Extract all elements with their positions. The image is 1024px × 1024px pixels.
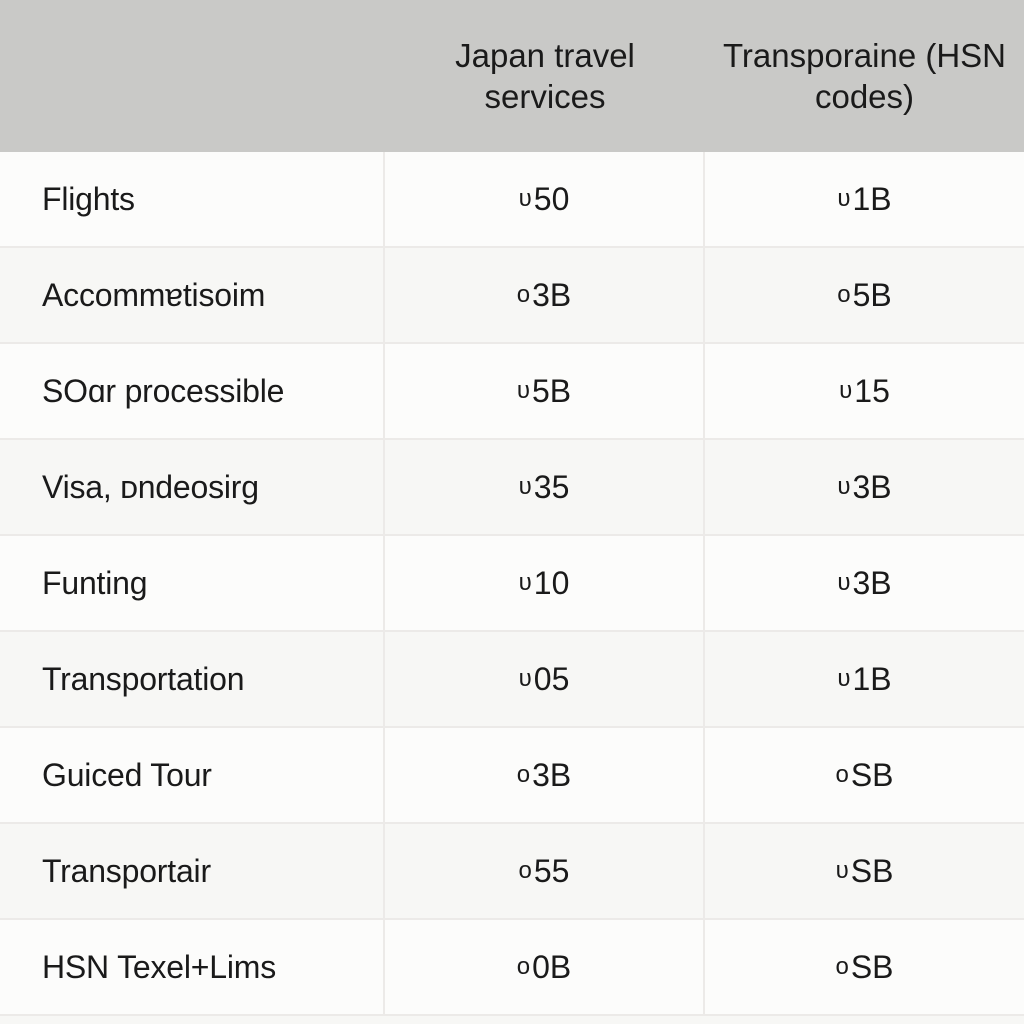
table-row: Transportation ᴜ05 ᴜ1B — [0, 632, 1024, 728]
code-prefix: ᴜ — [519, 665, 532, 693]
table-row: Flights ᴜ50 ᴜ1B — [0, 152, 1024, 248]
row-value-hsn: ᴜ1B — [705, 152, 1024, 248]
row-label: Visa, ᴅndeosirɡ — [0, 440, 385, 536]
row-value-japan: ᴜ10 — [385, 536, 705, 632]
code-prefix: ᴜ — [837, 185, 850, 213]
header-cell-empty — [0, 0, 385, 152]
row-value-hsn: ᴏSB — [705, 920, 1024, 1016]
services-table: Japan travel services Transporaine (HSN … — [0, 0, 1024, 1024]
row-value-japan: ᴜ35 — [385, 440, 705, 536]
table-row: Visa, ᴅndeosirɡ ᴜ35 ᴜ3B — [0, 440, 1024, 536]
row-value-japan: ᴏ3B — [385, 248, 705, 344]
header-cell-hsn-codes: Transporaine (HSN codes) — [705, 0, 1024, 152]
code-prefix: ᴜ — [839, 377, 852, 405]
code-prefix: ᴏ — [519, 857, 532, 885]
code-number: 05 — [534, 661, 570, 698]
code-number: SB — [851, 757, 894, 794]
table-row: SOɑr processible ᴜ5B ᴜ15 — [0, 344, 1024, 440]
code-prefix: ᴜ — [519, 569, 532, 597]
code-prefix: ᴏ — [835, 953, 848, 981]
code-number: 10 — [534, 565, 570, 602]
row-label: Transportation — [0, 632, 385, 728]
row-value-hsn: ᴜ3B — [705, 536, 1024, 632]
code-number: 1B — [852, 661, 891, 698]
code-number: 55 — [534, 853, 570, 890]
code-prefix: ᴏ — [517, 281, 530, 309]
row-label: Funting — [0, 536, 385, 632]
row-label: SOɑr processible — [0, 344, 385, 440]
row-label: Accommɐtisoim — [0, 248, 385, 344]
row-value-hsn: ᴜ3B — [705, 440, 1024, 536]
table-row: Accommɐtisoim ᴏ3B ᴏ5B — [0, 248, 1024, 344]
row-label: Flights — [0, 152, 385, 248]
code-number: 1B — [852, 181, 891, 218]
code-prefix: ᴜ — [837, 665, 850, 693]
row-value-hsn: ᴏ5B — [705, 248, 1024, 344]
table-row: HSN Texel+Lims ᴏ0B ᴏSB — [0, 920, 1024, 1016]
table-row: Funting ᴜ10 ᴜ3B — [0, 536, 1024, 632]
code-number: 15 — [854, 373, 890, 410]
code-number: SB — [851, 949, 894, 986]
code-prefix: ᴏ — [517, 953, 530, 981]
row-value-japan: ᴜ5B — [385, 344, 705, 440]
row-value-japan: ᴏ0B — [385, 920, 705, 1016]
row-value-hsn: ᴜSB — [705, 824, 1024, 920]
row-value-japan: ᴏ3B — [385, 728, 705, 824]
code-prefix: ᴜ — [517, 377, 530, 405]
row-value-hsn: ᴜ1B — [705, 632, 1024, 728]
code-number: 5B — [853, 277, 892, 314]
code-number: 0B — [532, 949, 571, 986]
row-label: Guiced Tour — [0, 728, 385, 824]
code-prefix: ᴏ — [835, 761, 848, 789]
code-number: 3B — [532, 277, 571, 314]
row-value-japan: ᴜ05 — [385, 632, 705, 728]
code-prefix: ᴜ — [837, 473, 850, 501]
code-number: 50 — [534, 181, 570, 218]
code-number: 3B — [852, 565, 891, 602]
code-prefix: ᴜ — [836, 857, 849, 885]
code-number: 3B — [852, 469, 891, 506]
row-value-hsn: ᴜ15 — [705, 344, 1024, 440]
table-row: Transportair ᴏ55 ᴜSB — [0, 824, 1024, 920]
row-value-japan: ᴜ50 — [385, 152, 705, 248]
code-number: 35 — [534, 469, 570, 506]
table-header-row: Japan travel services Transporaine (HSN … — [0, 0, 1024, 152]
code-number: 5B — [532, 373, 571, 410]
code-prefix: ᴏ — [517, 761, 530, 789]
table-row: Guiced Tour ᴏ3B ᴏSB — [0, 728, 1024, 824]
code-number: 3B — [532, 757, 571, 794]
code-prefix: ᴜ — [519, 185, 532, 213]
row-label: Transportair — [0, 824, 385, 920]
table-body: Flights ᴜ50 ᴜ1B Accommɐtisoim ᴏ3B ᴏ5B SO… — [0, 152, 1024, 1024]
row-label: HSN Texel+Lims — [0, 920, 385, 1016]
code-number: SB — [851, 853, 894, 890]
row-value-hsn: ᴏSB — [705, 728, 1024, 824]
header-cell-japan-services: Japan travel services — [385, 0, 705, 152]
code-prefix: ᴜ — [519, 473, 532, 501]
row-value-japan: ᴏ55 — [385, 824, 705, 920]
code-prefix: ᴏ — [837, 281, 850, 309]
code-prefix: ᴜ — [837, 569, 850, 597]
